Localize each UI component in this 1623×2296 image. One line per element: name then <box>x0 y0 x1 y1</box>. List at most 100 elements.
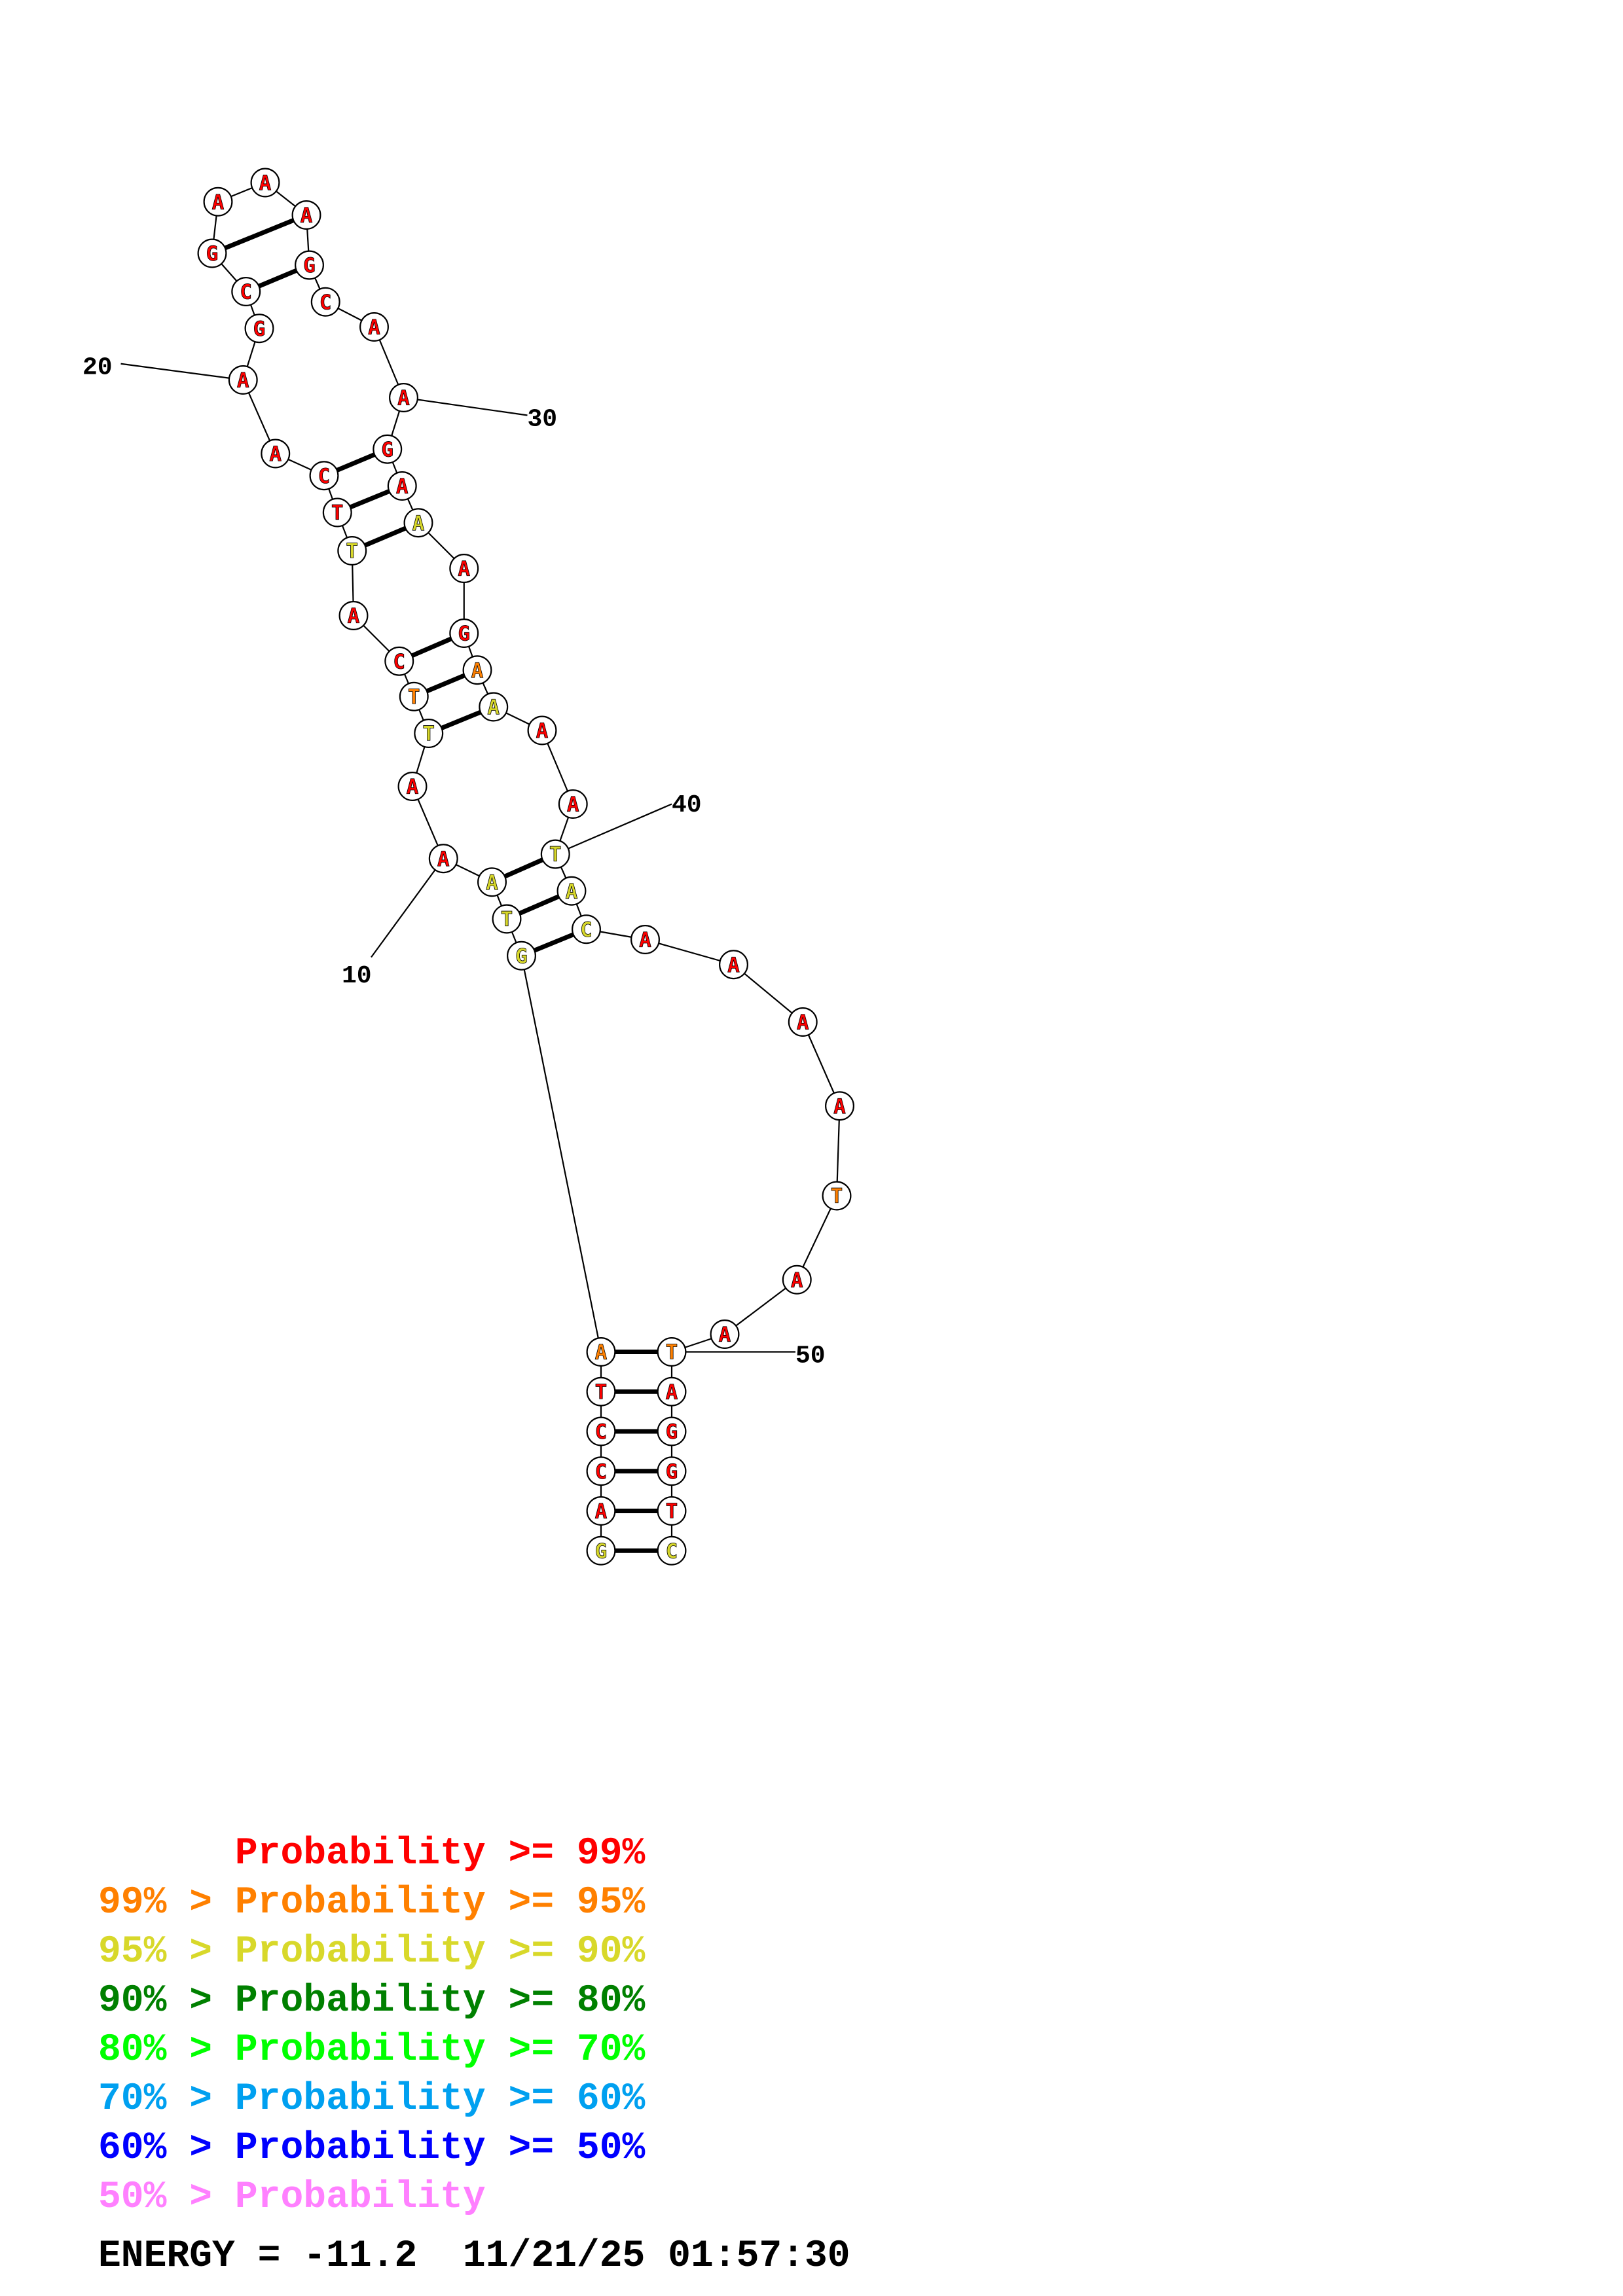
base-nodes: GACCTAGTAAATTCATTCAAGCGAAAGCAAGAAAGAAAAT… <box>197 168 854 1566</box>
base-circle <box>309 461 339 491</box>
base-node: T <box>492 904 522 934</box>
base-circle <box>295 250 324 280</box>
base-circle <box>657 1416 687 1446</box>
base-letter: A <box>437 848 450 871</box>
base-circle <box>782 1265 812 1295</box>
base-node: T <box>540 839 570 869</box>
base-node: A <box>586 1337 616 1367</box>
base-letter: A <box>595 1341 608 1365</box>
base-letter: A <box>237 369 249 393</box>
base-circle <box>403 508 433 538</box>
base-letter: A <box>397 387 410 410</box>
base-node: A <box>228 365 258 395</box>
base-node: A <box>558 789 588 819</box>
base-circle <box>250 168 280 198</box>
base-letter: A <box>536 719 549 743</box>
base-node: C <box>384 646 414 676</box>
base-node: T <box>822 1181 852 1211</box>
base-letter: A <box>719 1323 731 1347</box>
base-node: A <box>477 867 507 897</box>
base-letter: A <box>212 190 225 214</box>
base-circle <box>788 1007 818 1037</box>
base-node: A <box>630 925 660 954</box>
base-letter: C <box>595 1420 608 1444</box>
base-letter: A <box>639 929 651 952</box>
base-letter: A <box>595 1500 608 1524</box>
base-letter: G <box>515 944 528 968</box>
base-letter: A <box>833 1095 846 1119</box>
base-letter: A <box>567 793 579 817</box>
base-node: A <box>479 692 509 722</box>
base-circle <box>657 1456 687 1486</box>
backbone-segment <box>835 1105 841 1196</box>
base-circle <box>822 1181 852 1211</box>
base-node: A <box>387 471 417 501</box>
base-letter: A <box>458 558 470 581</box>
base-letter: G <box>303 254 316 278</box>
base-circle <box>291 200 321 230</box>
position-label-leader <box>120 363 244 381</box>
base-node: G <box>586 1535 616 1566</box>
base-circle <box>261 439 291 469</box>
base-node: C <box>586 1456 616 1486</box>
base-circle <box>338 601 369 630</box>
base-letter: A <box>368 316 380 340</box>
base-letter: T <box>666 1500 678 1524</box>
base-circle <box>657 1376 687 1407</box>
base-letter: C <box>595 1460 608 1484</box>
base-letter: T <box>831 1185 843 1208</box>
base-circle <box>586 1337 616 1367</box>
base-letter: A <box>269 442 282 466</box>
base-node: T <box>337 536 367 565</box>
base-circle <box>428 844 458 874</box>
base-letter: T <box>331 501 344 525</box>
base-letter: C <box>666 1539 678 1563</box>
base-node: G <box>197 238 227 268</box>
legend-prefix: 90% > <box>98 1980 235 2022</box>
position-label: 40 <box>672 791 702 819</box>
base-letter: T <box>346 540 358 564</box>
base-letter: C <box>393 650 405 673</box>
base-letter: G <box>253 317 266 341</box>
legend-text: Probability >= 90% <box>234 1931 646 1973</box>
base-circle <box>572 914 601 944</box>
base-circle <box>414 719 444 748</box>
legend-text: Probability >= 50% <box>234 2127 646 2170</box>
position-label-leader <box>371 858 445 958</box>
legend-text: Probability <box>234 2176 486 2219</box>
base-node: A <box>449 554 479 583</box>
position-label: 50 <box>795 1342 826 1370</box>
legend-row: 50% > Probability <box>98 2173 645 2222</box>
legend-prefix: 60% > <box>98 2127 235 2170</box>
probability-legend: Probability >= 99% 99% > Probability >= 9… <box>98 1829 645 2222</box>
legend-row: 70% > Probability >= 60% <box>98 2075 645 2124</box>
base-node: A <box>359 312 389 342</box>
base-letter: A <box>412 512 425 535</box>
base-letter: C <box>580 918 593 942</box>
base-node: A <box>203 187 233 217</box>
backbone-segment <box>802 1022 841 1107</box>
base-letter: A <box>259 171 272 195</box>
base-circle <box>449 554 479 583</box>
base-node: A <box>261 439 291 469</box>
base-node: A <box>788 1007 818 1037</box>
base-circle <box>657 1337 687 1367</box>
base-letter: A <box>301 204 313 228</box>
base-node: A <box>586 1496 616 1526</box>
base-letter: A <box>471 659 484 683</box>
base-letter: A <box>791 1268 803 1292</box>
legend-text: Probability >= 80% <box>234 1980 646 2022</box>
base-node: A <box>250 168 280 198</box>
position-label-leader <box>403 397 528 416</box>
base-letter: A <box>566 880 578 903</box>
base-circle <box>507 941 536 971</box>
base-node: C <box>231 277 261 306</box>
base-node: A <box>657 1376 687 1407</box>
base-node: T <box>657 1337 687 1367</box>
energy-value: ENERGY = -11.2 <box>98 2235 418 2278</box>
base-circle <box>556 876 587 906</box>
base-letter: G <box>206 242 219 266</box>
base-node: A <box>428 844 458 874</box>
legend-row: 99% > Probability >= 95% <box>98 1878 645 1928</box>
